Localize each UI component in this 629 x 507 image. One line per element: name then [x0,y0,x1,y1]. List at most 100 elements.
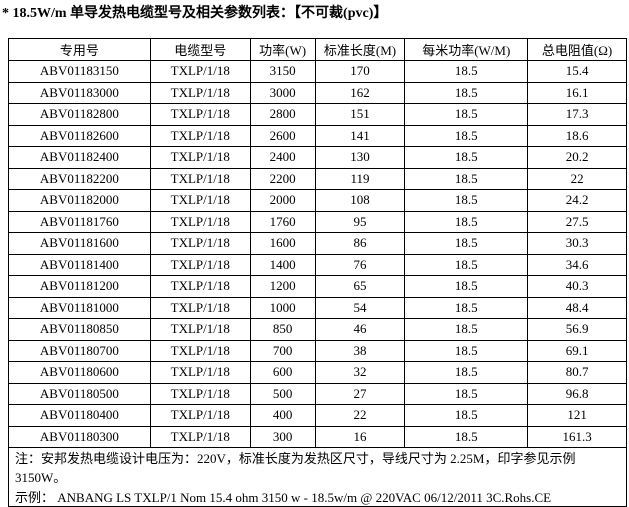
table-cell: TXLP/1/18 [149,382,251,405]
table-cell: 18.5 [404,318,529,341]
table-cell: TXLP/1/18 [149,339,251,362]
table-cell: 18.5 [404,232,529,255]
table-cell: 108 [314,189,406,212]
table-cell: ABV01182000 [8,189,151,212]
table-cell: TXLP/1/18 [149,210,251,233]
table-cell: 18.5 [404,296,529,319]
table-cell: TXLP/1/18 [149,189,251,212]
table-cell: TXLP/1/18 [149,361,251,384]
table-cell: ABV01181600 [8,232,151,255]
table-cell: ABV01180700 [8,339,151,362]
table-cell: 32 [314,361,406,384]
page-title: * 18.5W/m 单导发热电缆型号及相关参数列表：【不可裁(pvc)】 [2,6,388,21]
table-row: ABV01180850 TXLP/1/18 850 46 18.5 56.9 [8,318,627,341]
table-row: ABV01181760 TXLP/1/18 1760 95 18.5 27.5 [8,210,627,233]
table-cell: 18.5 [404,167,529,190]
table-cell: ABV01180300 [8,425,151,448]
table-cell: 18.5 [404,253,529,276]
table-row: ABV01182800 TXLP/1/18 2800 151 18.5 17.3 [8,103,627,126]
table-cell: 18.5 [404,275,529,298]
table-cell: ABV01181760 [8,210,151,233]
table-row: ABV01180400 TXLP/1/18 400 22 18.5 121 [8,404,627,427]
table-cell: 34.6 [527,253,627,276]
column-header: 总电阻值(Ω) [527,38,627,61]
table-cell: 17.3 [527,103,627,126]
table-cell: 170 [314,60,406,83]
table-cell: 18.5 [404,404,529,427]
table-cell: TXLP/1/18 [149,81,251,104]
table-cell: 24.2 [527,189,627,212]
table-cell: 18.5 [404,81,529,104]
table-cell: TXLP/1/18 [149,296,251,319]
table-cell: 162 [314,81,406,104]
table-row: ABV01180600 TXLP/1/18 600 32 18.5 80.7 [8,361,627,384]
table-row: ABV01180300 TXLP/1/18 300 16 18.5 161.3 [8,425,627,448]
table-cell: ABV01180850 [8,318,151,341]
table-cell: 850 [249,318,316,341]
table-cell: TXLP/1/18 [149,232,251,255]
table-row: ABV01180700 TXLP/1/18 700 38 18.5 69.1 [8,339,627,362]
table-cell: 119 [314,167,406,190]
table-cell: 20.2 [527,146,627,169]
table-cell: 18.5 [404,382,529,405]
table-cell: 2800 [249,103,316,126]
table-cell: 96.8 [527,382,627,405]
table-cell: 600 [249,361,316,384]
table-cell: 18.5 [404,361,529,384]
table-cell: ABV01181000 [8,296,151,319]
table-row: ABV01181600 TXLP/1/18 1600 86 18.5 30.3 [8,232,627,255]
table-cell: 40.3 [527,275,627,298]
table-cell: 151 [314,103,406,126]
table-cell: ABV01182800 [8,103,151,126]
table-row: ABV01182400 TXLP/1/18 2400 130 18.5 20.2 [8,146,627,169]
table-cell: TXLP/1/18 [149,167,251,190]
table-cell: ABV01181200 [8,275,151,298]
table-cell: 18.5 [404,339,529,362]
table-example: 示例： ANBANG LS TXLP/1 Nom 15.4 ohm 3150 w… [8,486,627,507]
table-row: ABV01181400 TXLP/1/18 1400 76 18.5 34.6 [8,253,627,276]
table-row: ABV01183150 TXLP/1/18 3150 170 18.5 15.4 [8,60,627,83]
table-cell: 56.9 [527,318,627,341]
table-cell: TXLP/1/18 [149,275,251,298]
table-cell: 18.5 [404,189,529,212]
table-cell: 18.5 [404,103,529,126]
table-cell: 18.5 [404,210,529,233]
cable-spec-table: 专用号 电缆型号 功率(W) 标准长度(M) 每米功率(W/M) 总电阻值(Ω) ABV0… [8,38,627,507]
table-cell: 22 [527,167,627,190]
table-cell: 18.6 [527,124,627,147]
table-row: ABV01182600 TXLP/1/18 2600 141 18.5 18.6 [8,124,627,147]
table-cell: 80.7 [527,361,627,384]
table-cell: 30.3 [527,232,627,255]
table-cell: ABV01180500 [8,382,151,405]
table-cell: 2200 [249,167,316,190]
table-cell: 18.5 [404,425,529,448]
table-row: ABV01180500 TXLP/1/18 500 27 18.5 96.8 [8,382,627,405]
table-cell: TXLP/1/18 [149,124,251,147]
column-header: 每米功率(W/M) [404,38,529,61]
table-cell: 95 [314,210,406,233]
table-cell: 16 [314,425,406,448]
column-header: 电缆型号 [149,38,251,61]
table-cell: ABV01183150 [8,60,151,83]
table-cell: 54 [314,296,406,319]
table-cell: 22 [314,404,406,427]
table-cell: 1600 [249,232,316,255]
table-cell: 38 [314,339,406,362]
table-cell: 1400 [249,253,316,276]
table-cell: 18.5 [404,146,529,169]
table-cell: 2600 [249,124,316,147]
table-cell: 27.5 [527,210,627,233]
table-cell: ABV01181400 [8,253,151,276]
table-cell: 2000 [249,189,316,212]
table-cell: ABV01182600 [8,124,151,147]
table-cell: 3000 [249,81,316,104]
table-cell: 16.1 [527,81,627,104]
table-cell: 141 [314,124,406,147]
table-cell: 15.4 [527,60,627,83]
table-cell: 400 [249,404,316,427]
table-cell: 1200 [249,275,316,298]
table-cell: TXLP/1/18 [149,425,251,448]
table-cell: 76 [314,253,406,276]
table-cell: ABV01180600 [8,361,151,384]
table-row: ABV01183000 TXLP/1/18 3000 162 18.5 16.1 [8,81,627,104]
